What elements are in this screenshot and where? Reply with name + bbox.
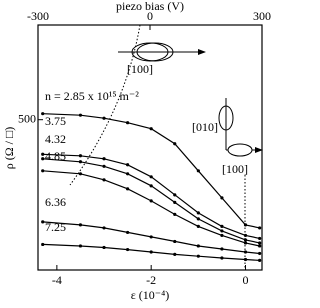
data-point — [173, 212, 177, 216]
series-label: 4.32 — [45, 132, 66, 146]
data-point — [41, 157, 45, 161]
data-point — [102, 164, 106, 168]
data-point — [78, 113, 83, 117]
data-point — [258, 236, 262, 241]
series-line — [42, 243, 260, 261]
data-point — [41, 220, 45, 224]
data-point — [243, 233, 248, 238]
series-label: 3.75 — [45, 114, 66, 128]
data-point — [78, 160, 83, 164]
data-point — [78, 223, 83, 227]
data-point — [196, 211, 200, 215]
top-axis-label: piezo bias (V) — [116, 0, 184, 13]
series-label: n = 2.85 x 10¹⁵ m⁻² — [45, 89, 139, 103]
data-point — [258, 244, 262, 248]
data-point — [126, 121, 130, 125]
data-point — [126, 163, 130, 167]
y-tick-label: 500 — [18, 111, 36, 125]
orientation-diagram — [69, 24, 263, 270]
series-line — [42, 221, 260, 255]
data-point — [196, 217, 200, 221]
data-point — [102, 245, 106, 250]
data-point — [102, 226, 106, 230]
series-line — [42, 170, 260, 247]
data-point — [243, 241, 248, 245]
data-point — [78, 172, 83, 176]
data-point — [220, 229, 224, 233]
series-line — [42, 113, 260, 229]
annotation: [100] — [127, 62, 153, 76]
top-tick-label: 0 — [147, 9, 153, 23]
data-point — [258, 251, 262, 256]
data-point — [102, 116, 106, 120]
x-tick-label: -2 — [146, 273, 156, 287]
data-point — [243, 257, 248, 262]
data-point — [258, 258, 262, 262]
top-tick-label: -300 — [27, 9, 49, 23]
data-point — [258, 241, 262, 245]
data-point — [173, 252, 177, 256]
data-point — [149, 235, 153, 239]
data-point — [78, 154, 83, 158]
data-point — [102, 178, 106, 182]
chart: piezo bias (V) ε (10⁻⁴) ρ (Ω / □) -4 -2 0 -… — [2, 0, 271, 302]
data-point — [243, 238, 248, 242]
data-point — [41, 169, 45, 173]
series-label: 6.36 — [45, 195, 66, 209]
data-point — [149, 127, 153, 131]
series-label: 4.85 — [45, 149, 66, 163]
data-point — [220, 247, 224, 251]
data-point — [41, 242, 45, 247]
top-tick-label: 300 — [253, 9, 271, 23]
series-label: 7.25 — [45, 220, 66, 234]
data-point — [196, 224, 200, 229]
data-point — [220, 233, 224, 238]
data-point — [173, 239, 177, 244]
data-point — [149, 199, 153, 203]
data-point — [243, 250, 248, 254]
data-point — [41, 152, 45, 156]
data-point — [196, 244, 200, 248]
data-point — [173, 142, 177, 146]
series-line — [42, 158, 260, 244]
data-point — [149, 184, 153, 188]
data-point — [126, 247, 130, 252]
data-point — [196, 254, 200, 258]
data-point — [149, 250, 153, 254]
data-point — [78, 244, 83, 248]
data-point — [243, 223, 248, 227]
data-point — [126, 172, 130, 176]
data-point — [258, 226, 262, 230]
data-point — [220, 256, 224, 260]
series-line — [42, 153, 260, 239]
annotation: [010] — [192, 120, 218, 134]
x-tick-label: -4 — [52, 273, 62, 287]
data-point — [41, 112, 45, 116]
data-point — [220, 196, 224, 200]
data-point — [173, 200, 177, 204]
data-point — [173, 193, 177, 197]
data-point — [149, 175, 153, 179]
annotation: [100] — [222, 162, 248, 176]
x-tick-label: 0 — [242, 273, 248, 287]
data-point — [196, 169, 200, 173]
data-point — [126, 230, 130, 235]
data-point — [102, 157, 106, 161]
data-point — [220, 224, 224, 229]
data-point — [126, 187, 130, 191]
x-axis-label: ε (10⁻⁴) — [131, 288, 170, 302]
y-axis-label: ρ (Ω / □) — [2, 127, 16, 169]
